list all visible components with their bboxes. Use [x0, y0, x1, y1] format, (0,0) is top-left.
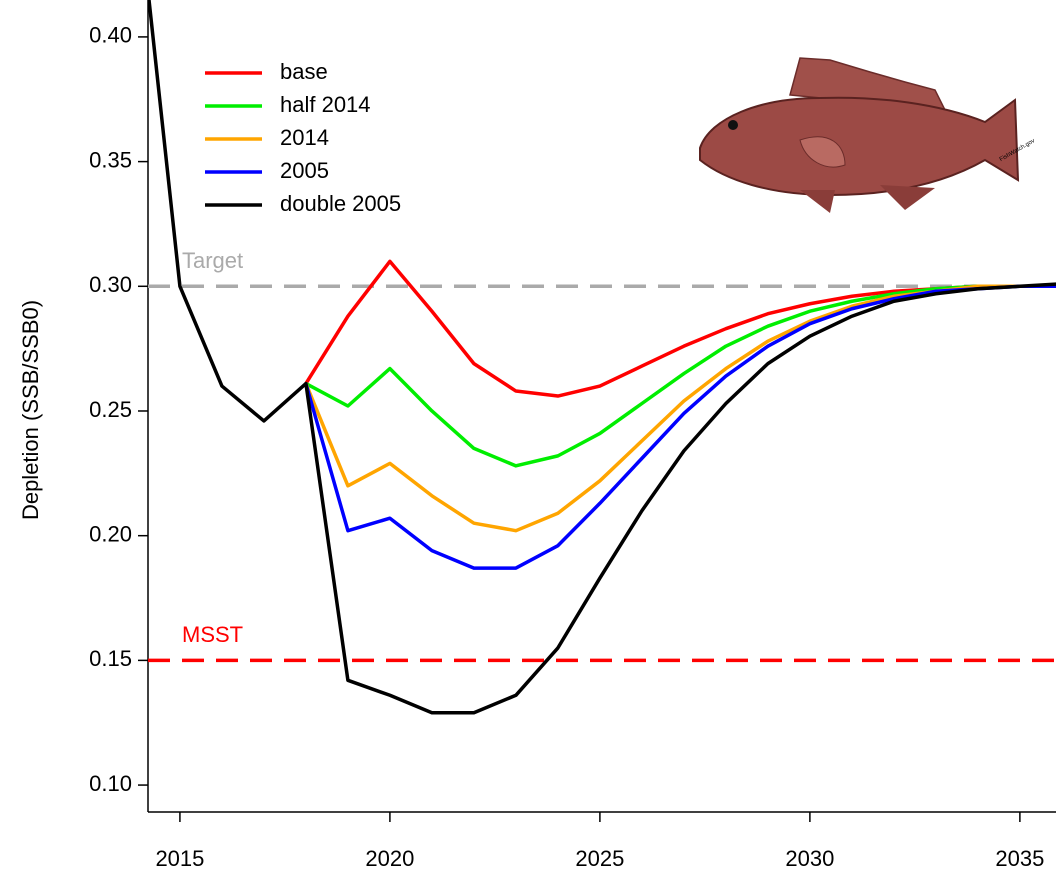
y-tick-label: 0.10: [89, 771, 132, 796]
x-tick-label: 2035: [995, 846, 1044, 871]
x-tick-label: 2025: [575, 846, 624, 871]
y-tick-label: 0.25: [89, 397, 132, 422]
y-tick-label: 0.35: [89, 147, 132, 172]
y-tick-label: 0.30: [89, 272, 132, 297]
legend-label: half 2014: [280, 92, 371, 117]
x-tick-label: 2030: [785, 846, 834, 871]
page: FishWatch.gov Depletion (SSB/SSB0) Targe…: [0, 0, 1056, 880]
y-tick-label: 0.40: [89, 23, 132, 48]
x-tick-label: 2020: [365, 846, 414, 871]
y-tick-label: 0.15: [89, 646, 132, 671]
series-line: [306, 286, 1056, 530]
fish-illustration: [700, 58, 1018, 213]
legend-label: 2005: [280, 158, 329, 183]
y-tick-label: 0.20: [89, 521, 132, 546]
series-line: [306, 286, 1056, 466]
legend-label: double 2005: [280, 191, 401, 216]
reference-label: Target: [182, 248, 243, 273]
legend-label: 2014: [280, 125, 329, 150]
chart: FishWatch.gov Depletion (SSB/SSB0) Targe…: [0, 0, 1056, 880]
reference-label: MSST: [182, 622, 243, 647]
legend-label: base: [280, 59, 328, 84]
series-line: [306, 286, 1056, 568]
y-axis-label: Depletion (SSB/SSB0): [18, 300, 43, 520]
x-tick-label: 2015: [155, 846, 204, 871]
